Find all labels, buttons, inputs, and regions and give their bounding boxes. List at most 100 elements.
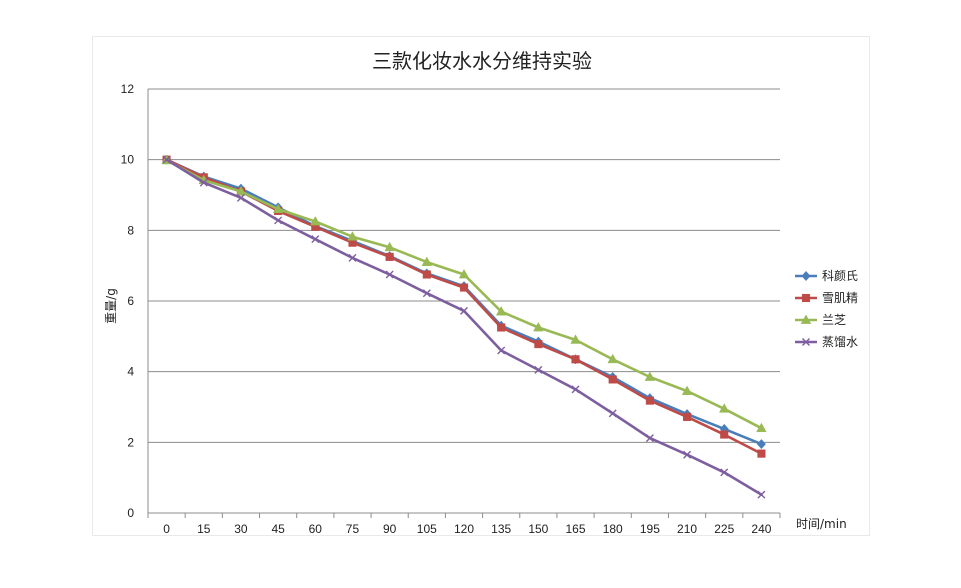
marker-stroke [534,365,543,374]
legend-marker [802,338,810,346]
x-tick-label: 30 [234,522,248,536]
legend-item: 科颜氏 [795,268,858,283]
data-point [644,371,656,381]
marker-stroke [199,178,208,187]
data-point [162,155,171,164]
data-point [460,306,468,315]
x-tick-label: 150 [528,522,548,536]
legend-item: 蒸馏水 [795,335,858,349]
data-point [683,450,692,459]
x-tick-label: 75 [346,522,360,536]
series-2 [162,155,766,458]
data-point [534,340,543,349]
marker-stroke [162,155,171,164]
data-point [384,241,395,252]
marker-stroke [802,338,810,346]
marker-stroke [571,385,580,394]
series-layer [161,154,767,499]
legend-label: 兰芝 [822,312,846,327]
data-point [422,270,431,279]
data-point [458,268,470,279]
legend-marker [800,314,812,324]
data-point [720,430,729,439]
data-point [608,375,617,384]
marker-stroke [757,490,766,499]
series-line [165,158,763,455]
legend-marker [801,293,811,303]
chart-frame: 三款化妆水水分维持实验 0 2 4 6 8 10 12 0 15 30 45 60 75 90 105 120… [92,36,870,536]
marker-stroke [683,450,692,459]
marker-stroke [497,346,506,355]
x-tick-label: 105 [417,522,437,536]
x-tick-label: 90 [383,522,397,536]
data-point [757,449,766,458]
marker-stroke [274,216,283,225]
data-point [608,409,617,418]
marker-stroke [236,193,245,202]
x-tick-label: 225 [714,522,734,536]
legend-label: 科颜氏 [822,268,858,283]
legend-item: 雪肌精 [795,291,858,305]
marker-stroke [460,306,468,315]
grid-layer [148,88,780,443]
x-tick-label: 120 [454,522,474,536]
data-point [681,385,693,395]
x-tick-label: 240 [751,522,771,536]
data-point [422,289,431,298]
data-point [459,283,469,292]
x-tick-label: 180 [603,522,623,536]
chart-title: 三款化妆水水分维持实验 [372,49,592,73]
legend-label: 蒸馏水 [822,335,858,349]
data-point [534,365,543,374]
x-tick-label: 0 [163,522,170,536]
data-point [235,185,247,196]
data-point [495,306,507,316]
series-3 [161,154,767,433]
x-tick-label: 60 [309,522,323,536]
x-tick-label: 165 [566,522,586,536]
marker-stroke [348,253,357,262]
data-point [311,235,320,244]
data-point [571,355,580,364]
data-point [571,385,580,394]
marker-stroke [311,235,320,244]
data-point [272,203,284,213]
data-point [199,178,208,187]
y-tick-label: 0 [127,506,134,520]
data-point [348,253,357,262]
x-axis-label: 时间/min [796,517,847,531]
data-point [533,321,544,332]
data-point [607,353,618,364]
x-tick-label: 210 [677,522,697,536]
y-tick-label: 8 [127,223,134,237]
marker-stroke [720,468,729,477]
data-point [421,256,433,266]
marker-stroke [645,434,654,443]
y-tick-label: 6 [127,294,134,308]
y-tick-label: 4 [127,365,134,379]
series-line [165,158,763,496]
data-point [497,346,506,355]
marker-stroke [422,289,431,298]
data-point [756,422,767,433]
data-point [645,396,654,405]
data-point [310,215,321,226]
data-point [757,490,766,499]
data-point [645,434,654,443]
data-point [756,439,766,450]
data-point [347,231,358,241]
x-tick-label: 45 [271,522,285,536]
y-tick-label: 2 [127,435,134,449]
data-point [719,403,730,413]
y-tick-label: 12 [121,82,135,96]
y-tick-label: 10 [121,153,135,167]
series-line [165,158,763,446]
data-point [274,216,283,225]
x-tick-label: 135 [491,522,511,536]
y-axis-label: 重量/g [104,288,118,324]
data-point [497,323,506,332]
legend-item: 兰芝 [795,312,846,327]
